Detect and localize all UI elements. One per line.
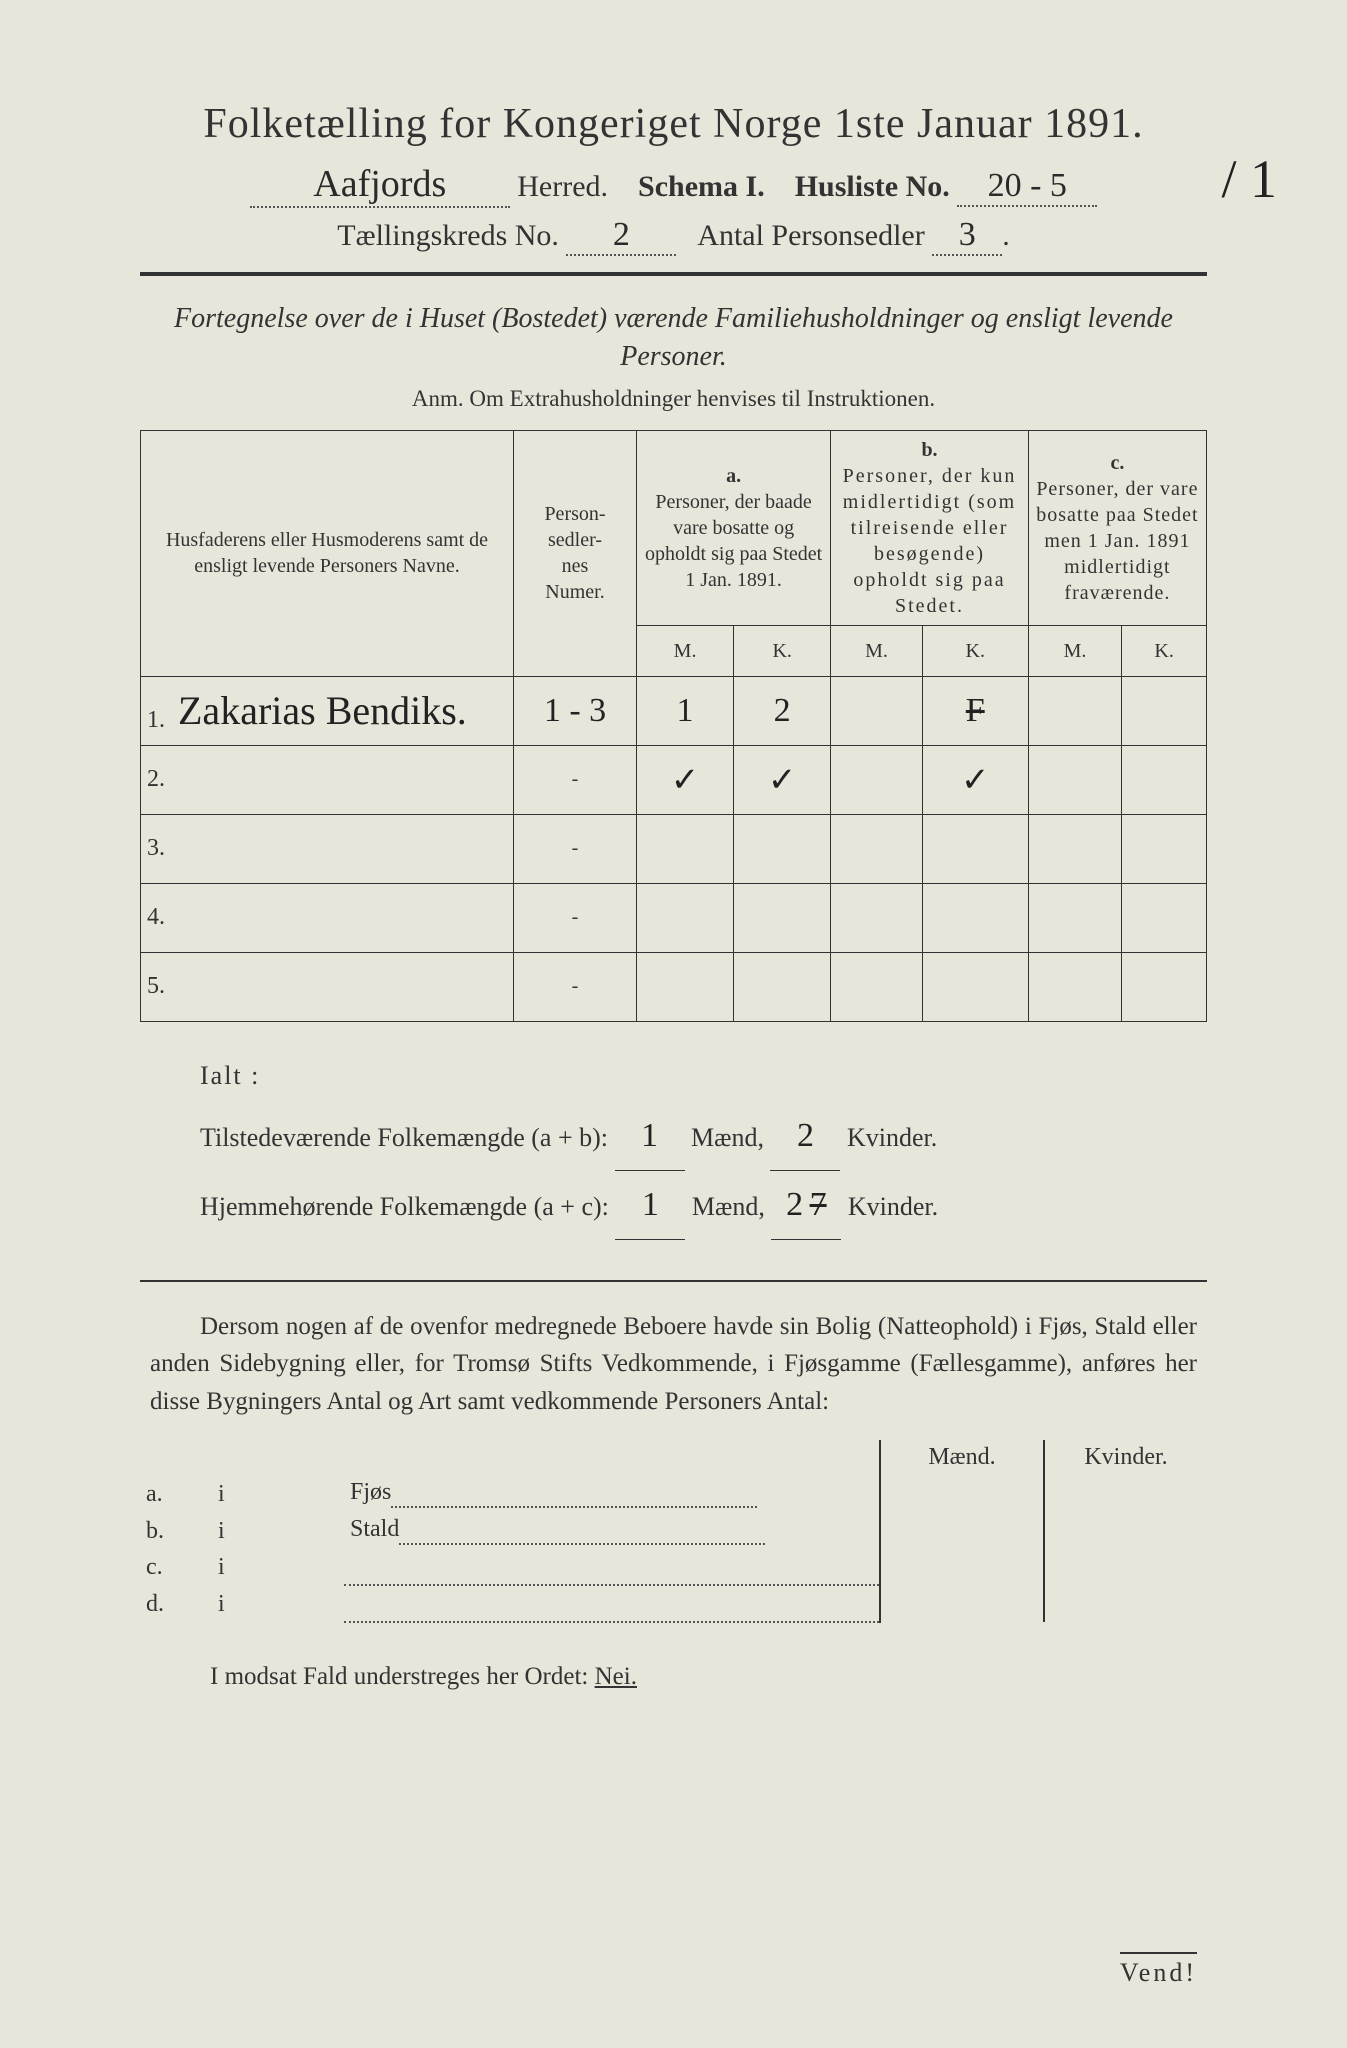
sub-row-i: i (212, 1549, 344, 1585)
fortegnelse-heading: Fortegnelse over de i Huset (Bostedet) v… (160, 300, 1187, 376)
antal-personsedler: 3 (959, 216, 976, 253)
sub-col-maend: Mænd. (880, 1440, 1044, 1475)
cell-b-k: ✓ (961, 762, 990, 799)
cell-c-k (1122, 745, 1207, 814)
page-title: Folketælling for Kongeriget Norge 1ste J… (140, 100, 1207, 148)
col-c-m: M. (1028, 625, 1121, 676)
col-a-k: K. (734, 625, 831, 676)
label-schema: Schema I. (638, 170, 765, 203)
col-c-k: K. (1122, 625, 1207, 676)
ialt-label: Ialt : (200, 1050, 1207, 1102)
row-number: 1. (147, 707, 173, 733)
sub-row-i: i (212, 1512, 344, 1549)
modsat-line: I modsat Fald understreges her Ordet: Ne… (210, 1663, 1207, 1691)
col-header-b: b. Personer, der kun midlertidigt (som t… (831, 430, 1029, 625)
label-husliste: Husliste No. (795, 170, 950, 203)
sub-row: a. i Fjøs (140, 1475, 1207, 1512)
total-ab-k: 2 (797, 1117, 814, 1154)
row-number: 2. (147, 766, 173, 792)
total-present-line: Tilstedeværende Folkemængde (a + b): 1 M… (200, 1102, 1207, 1171)
sub-row-i: i (212, 1475, 344, 1512)
dersom-paragraph: Dersom nogen af de ovenfor medregnede Be… (150, 1308, 1197, 1421)
total-ac-m: 1 (642, 1186, 659, 1223)
table-row: 4. - (141, 883, 1207, 952)
sub-row: b. i Stald (140, 1512, 1207, 1549)
col-header-name: Husfaderens eller Husmoderens samt de en… (141, 430, 514, 676)
anm-note: Anm. Om Extrahusholdninger henvises til … (140, 386, 1207, 412)
col-header-number: Person- sedler- nes Numer. (514, 430, 637, 676)
cell-a-k: ✓ (768, 762, 797, 799)
sub-row-key: d. (140, 1585, 212, 1622)
row-number: 5. (147, 973, 173, 999)
cell-a-m: 1 (677, 692, 694, 729)
col-header-a: a. Personer, der baade vare bosatte og o… (637, 430, 831, 625)
total-ac-k: 2 (786, 1186, 803, 1223)
label-herred: Herred. (517, 170, 608, 203)
label-antal: Antal Personsedler (697, 219, 924, 252)
cell-b-m (831, 745, 922, 814)
table-row: 1. Zakarias Bendiks. 1 - 3 1 2 F (141, 676, 1207, 745)
col-b-k: K. (922, 625, 1028, 676)
nei-word: Nei. (595, 1663, 637, 1690)
row-number: 4. (147, 904, 173, 930)
sub-row-label: Stald (350, 1516, 399, 1542)
sub-row-label: Fjøs (350, 1479, 391, 1505)
table-row: 3. - (141, 814, 1207, 883)
divider-thin (140, 1280, 1207, 1282)
col-a-m: M. (637, 625, 734, 676)
total-ac-k-struck: 7 (810, 1186, 827, 1223)
cell-num: - (514, 745, 637, 814)
sub-table: Mænd. Kvinder. a. i Fjøs b. i Stald c. i… (140, 1440, 1207, 1623)
divider-thick (140, 272, 1207, 276)
kreds-number: 2 (613, 216, 630, 253)
cell-c-k (1122, 676, 1207, 745)
cell-a-k: 2 (774, 692, 791, 729)
side-margin-mark: / 1 (1221, 148, 1277, 210)
table-row: 2. - ✓ ✓ ✓ (141, 745, 1207, 814)
sub-row-i: i (212, 1585, 344, 1622)
row-number: 3. (147, 835, 173, 861)
cell-b-k-struck: F (966, 692, 985, 729)
cell-num: - (514, 814, 637, 883)
total-resident-line: Hjemmehørende Folkemængde (a + c): 1 Mæn… (200, 1171, 1207, 1240)
sub-row-key: c. (140, 1549, 212, 1585)
personsedler-range: 1 - 3 (544, 692, 606, 729)
sub-row: d. i (140, 1585, 1207, 1622)
sub-row-key: a. (140, 1475, 212, 1512)
totals-block: Ialt : Tilstedeværende Folkemængde (a + … (200, 1050, 1207, 1240)
sub-row: c. i (140, 1549, 1207, 1585)
sub-row-key: b. (140, 1512, 212, 1549)
cell-c-m (1028, 745, 1121, 814)
col-header-c: c. Personer, der vare bosatte paa Stedet… (1028, 430, 1206, 625)
label-kreds: Tællingskreds No. (337, 219, 559, 252)
cell-c-m (1028, 676, 1121, 745)
total-ab-m: 1 (641, 1117, 658, 1154)
table-row: 5. - (141, 952, 1207, 1021)
sub-col-kvinder: Kvinder. (1044, 1440, 1207, 1475)
cell-num: - (514, 883, 637, 952)
kreds-line: Tællingskreds No. 2 Antal Personsedler 3… (140, 216, 1207, 256)
cell-num: - (514, 952, 637, 1021)
census-form-page: / 1 Folketælling for Kongeriget Norge 1s… (0, 0, 1347, 2048)
vend-label: Vend! (1120, 1952, 1197, 1988)
herred-line: Aafjords Herred. Schema I. Husliste No. … (140, 162, 1207, 208)
herred-name-handwritten: Aafjords (313, 163, 446, 205)
husliste-number: 20 - 5 (988, 167, 1067, 204)
main-table: Husfaderens eller Husmoderens samt de en… (140, 430, 1207, 1022)
household-name: Zakarias Bendiks. (178, 688, 467, 733)
cell-a-m: ✓ (671, 762, 700, 799)
col-b-m: M. (831, 625, 922, 676)
